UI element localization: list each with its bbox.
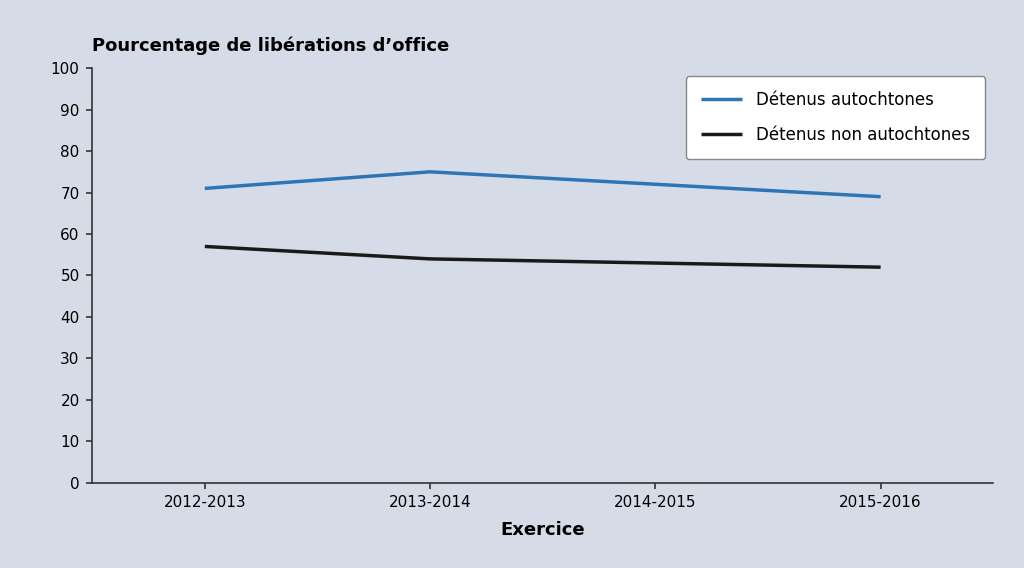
Détenus autochtones: [649, 181, 662, 187]
Détenus non autochtones: [424, 256, 436, 262]
Line: Détenus autochtones: Détenus autochtones: [205, 172, 881, 197]
Legend: Détenus autochtones, Détenus non autochtones: Détenus autochtones, Détenus non autocht…: [686, 77, 985, 159]
Line: Détenus non autochtones: Détenus non autochtones: [205, 247, 881, 267]
Détenus autochtones: [199, 185, 211, 192]
Détenus autochtones: [874, 193, 887, 200]
Text: Pourcentage de libérations d’office: Pourcentage de libérations d’office: [92, 37, 450, 56]
Détenus non autochtones: [199, 243, 211, 250]
Détenus non autochtones: [649, 260, 662, 266]
X-axis label: Exercice: Exercice: [501, 521, 585, 540]
Détenus autochtones: [424, 168, 436, 175]
Détenus non autochtones: [874, 264, 887, 270]
